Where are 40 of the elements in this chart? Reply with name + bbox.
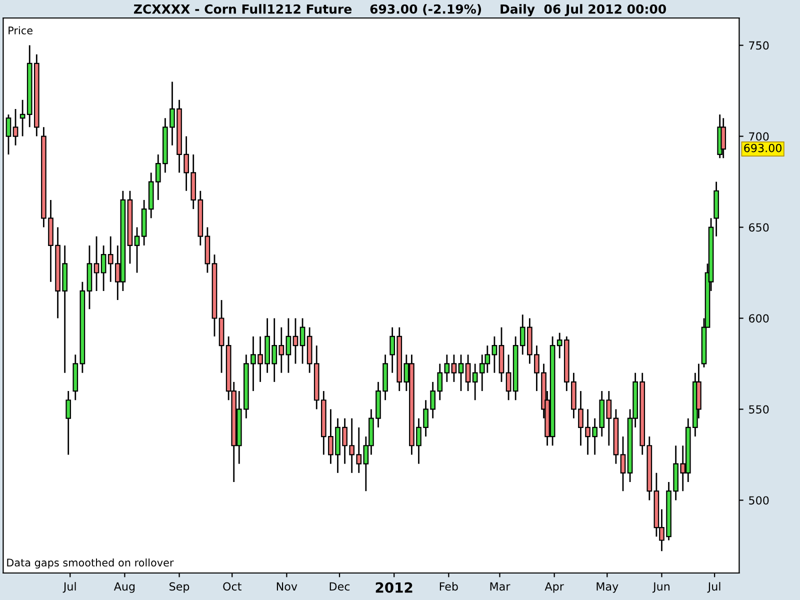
chart-title: ZCXXXX - Corn Full1212 Future 693.00 (-2.19%) Daily 06 Jul 2012 00:00 [134,4,666,16]
candlestick [100,244,106,292]
candlestick [300,318,306,364]
candlestick [720,117,726,159]
y-tick-label: 600 [749,314,769,323]
x-tick-label: Oct [223,582,242,591]
x-tick-label: May [596,582,618,593]
candlestick [66,390,72,456]
candlestick [6,114,12,156]
y-tick-label: 700 [749,132,769,141]
candlestick [465,354,471,392]
y-axis-title: Price [8,26,32,34]
x-tick-label: Jul [62,582,76,593]
candlestick [134,226,140,274]
annotation: 693.00 [744,144,782,152]
y-tick-label: 750 [749,41,769,50]
candlestick [620,436,626,492]
candlestick [94,236,100,292]
candlestick [506,354,512,401]
y-tick-label: 500 [749,496,769,505]
x-tick-label: Feb [440,582,458,591]
x-tick-label: Aug [114,582,135,593]
candlestick [451,354,457,383]
x-tick-label: Dec [330,582,350,591]
candlestick [20,99,26,137]
y-tick-label: 650 [749,223,769,232]
annotation: Data gaps smoothed on rollover [7,558,174,569]
x-tick-label: Apr [544,582,564,593]
x-tick-label: Mar [490,582,510,591]
candlestick [292,318,298,364]
candlestick [492,336,498,374]
y-tick-label: 550 [749,405,769,414]
candlestick [286,318,292,374]
x-tick-label: Sep [170,582,190,593]
x-tick-label: Nov [276,582,298,591]
x-tick-label: Jun [652,582,670,593]
candlestick [458,354,464,392]
candlestick [12,108,18,146]
x-tick-label: Jul [707,582,720,593]
x-tick-label: 2012 [376,582,412,593]
